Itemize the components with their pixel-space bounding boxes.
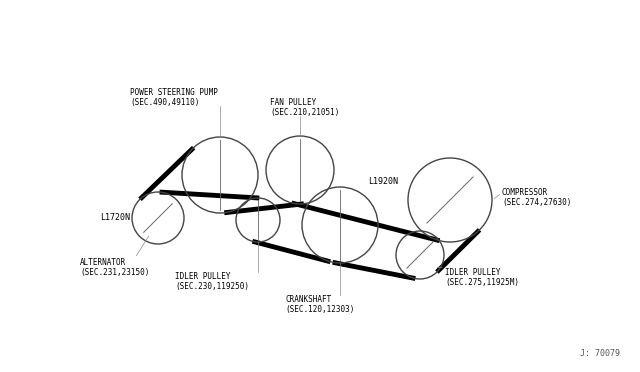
Text: POWER STEERING PUMP
(SEC.490,49110): POWER STEERING PUMP (SEC.490,49110) [130,88,218,108]
Text: L1720N: L1720N [100,214,130,222]
Text: IDLER PULLEY
(SEC.275,11925M): IDLER PULLEY (SEC.275,11925M) [445,268,519,288]
Text: FAN PULLEY
(SEC.210,21051): FAN PULLEY (SEC.210,21051) [270,98,339,118]
Text: J: 70079: J: 70079 [580,349,620,358]
Text: IDLER PULLEY
(SEC.230,119250): IDLER PULLEY (SEC.230,119250) [175,272,249,291]
Text: COMPRESSOR
(SEC.274,27630): COMPRESSOR (SEC.274,27630) [502,188,572,208]
Text: ALTERNATOR
(SEC.231,23150): ALTERNATOR (SEC.231,23150) [80,258,149,278]
Text: L1920N: L1920N [368,177,398,186]
Text: CRANKSHAFT
(SEC.120,12303): CRANKSHAFT (SEC.120,12303) [285,295,355,314]
